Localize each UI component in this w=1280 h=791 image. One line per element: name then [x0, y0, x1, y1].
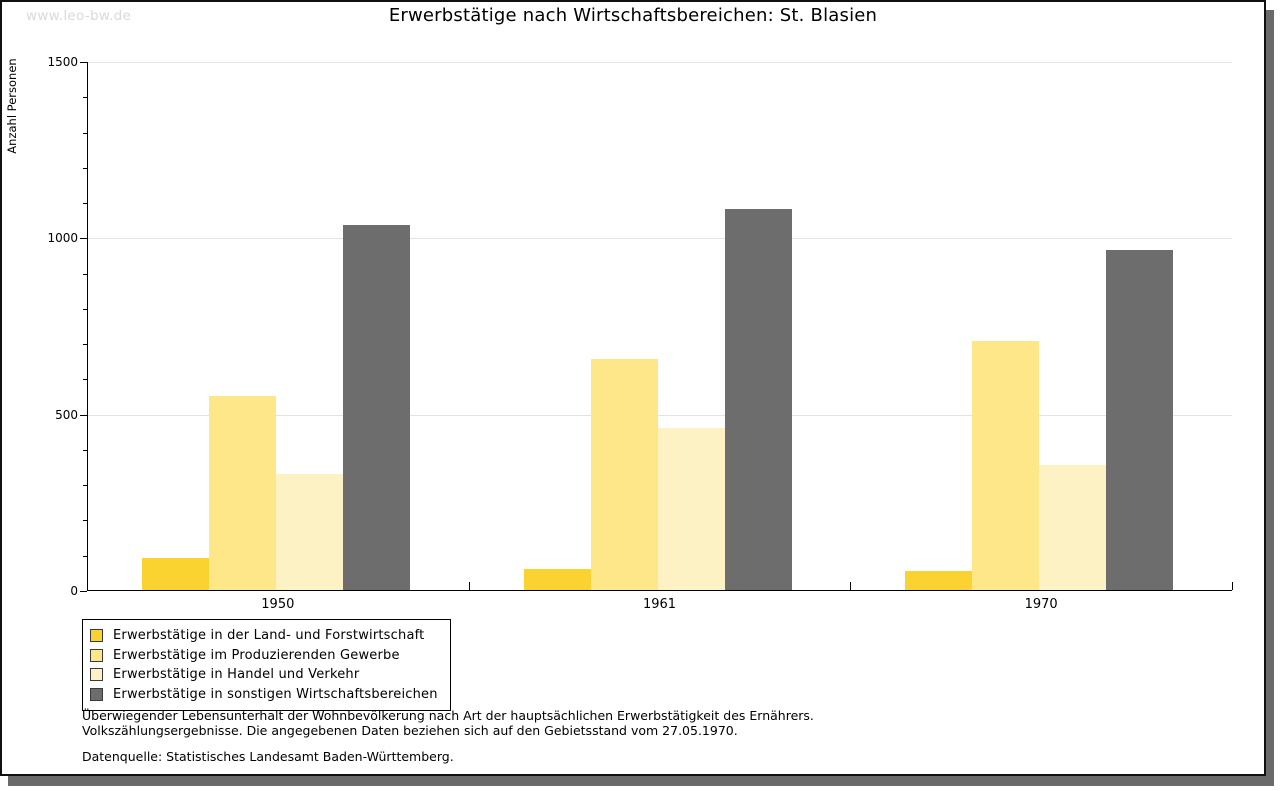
y-minor-tick	[83, 167, 87, 169]
bar-1970-series4	[1106, 249, 1174, 590]
bar-1950-series1	[142, 558, 209, 590]
y-tick-label: 500	[55, 407, 78, 422]
chart-frame: www.leo-bw.de Erwerbstätige nach Wirtsch…	[0, 0, 1266, 776]
legend-label: Erwerbstätige in der Land- und Forstwirt…	[113, 628, 425, 644]
x-tick-label: 1970	[1024, 597, 1058, 612]
y-minor-tick	[83, 97, 87, 99]
y-minor-tick	[83, 132, 87, 134]
bar-1961-series4	[724, 209, 792, 590]
bar-1961-series3	[657, 427, 725, 590]
gridline-1500	[88, 62, 1232, 63]
footnote-line: Volkszählungsergebnisse. Die angegebenen…	[82, 723, 738, 738]
y-major-tick	[80, 591, 87, 592]
y-tick-label: 0	[70, 584, 78, 598]
y-major-tick	[80, 414, 87, 416]
y-minor-tick	[83, 203, 87, 205]
x-tick-label: 1950	[261, 597, 295, 612]
y-minor-tick	[83, 449, 87, 451]
legend-swatch	[90, 629, 103, 643]
data-source: Datenquelle: Statistisches Landesamt Bad…	[82, 749, 454, 764]
legend-label: Erwerbstätige in Handel und Verkehr	[113, 667, 360, 683]
bar-1950-series3	[276, 473, 343, 590]
gridline-1000	[88, 238, 1232, 240]
y-minor-tick	[83, 485, 87, 487]
legend-item: Erwerbstätige im Produzierenden Gewerbe	[90, 646, 438, 666]
legend-label: Erwerbstätige in sonstigen Wirtschaftsbe…	[113, 686, 438, 702]
y-minor-tick	[83, 308, 87, 310]
legend-swatch	[90, 668, 103, 682]
x-boundary-tick	[468, 582, 470, 590]
legend-item: Erwerbstätige in Handel und Verkehr	[90, 665, 438, 685]
y-tick-label: 1500	[47, 55, 78, 69]
legend-item: Erwerbstätige in sonstigen Wirtschaftsbe…	[90, 685, 438, 705]
gridline-500	[88, 414, 1232, 416]
x-boundary-tick	[850, 582, 852, 590]
y-minor-tick	[83, 555, 87, 557]
bar-1961-series2	[590, 359, 658, 590]
y-minor-tick	[83, 520, 87, 522]
x-boundary-tick	[1232, 582, 1233, 590]
bar-1970-series1	[905, 570, 973, 590]
y-axis-label: Anzahl Personen	[5, 58, 19, 154]
legend-item: Erwerbstätige in der Land- und Forstwirt…	[90, 626, 438, 646]
y-minor-tick	[83, 379, 87, 381]
legend-swatch	[90, 687, 103, 701]
bar-1961-series1	[523, 568, 591, 590]
footnote-line: Überwiegender Lebensunterhalt der Wohnbe…	[82, 708, 814, 723]
y-major-tick	[80, 238, 87, 240]
legend: Erwerbstätige in der Land- und Forstwirt…	[82, 619, 451, 711]
bar-1950-series4	[343, 225, 410, 590]
footnotes: Überwiegender Lebensunterhalt der Wohnbe…	[82, 708, 814, 738]
y-major-tick	[80, 62, 87, 63]
y-tick-label: 1000	[47, 231, 78, 246]
watermark: www.leo-bw.de	[26, 8, 132, 24]
legend-swatch	[90, 648, 103, 662]
plot-area	[87, 62, 1233, 591]
chart-title: Erwerbstätige nach Wirtschaftsbereichen:…	[388, 5, 878, 26]
bar-1950-series2	[209, 396, 276, 590]
y-minor-tick	[83, 344, 87, 346]
y-minor-tick	[83, 273, 87, 275]
bar-1970-series2	[972, 341, 1040, 590]
legend-label: Erwerbstätige im Produzierenden Gewerbe	[113, 647, 400, 663]
bar-1970-series3	[1039, 464, 1107, 590]
x-tick-label: 1961	[642, 597, 677, 612]
